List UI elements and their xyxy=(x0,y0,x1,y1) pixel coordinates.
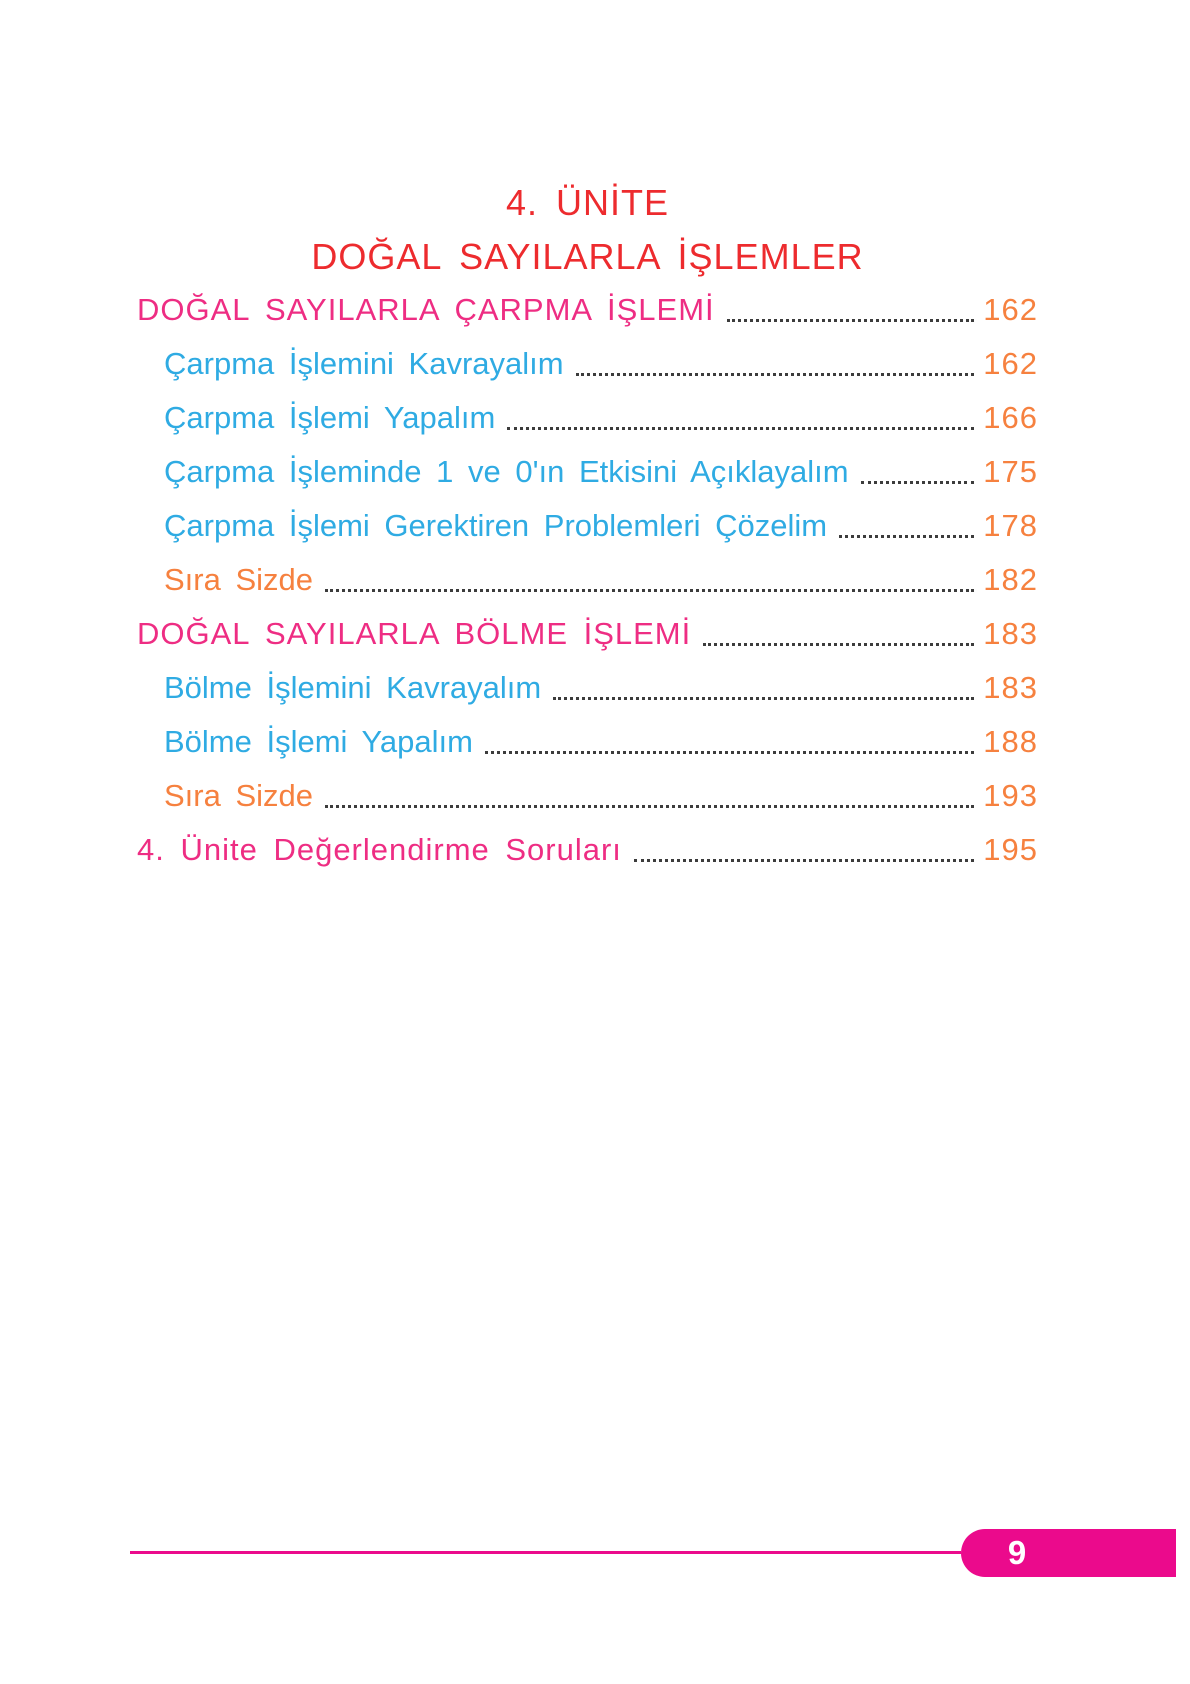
toc-entry: Bölme İşlemini Kavrayalım 183 xyxy=(137,661,1038,715)
dotted-leader xyxy=(575,373,974,376)
dotted-leader xyxy=(507,427,974,430)
toc-entry-page: 162 xyxy=(983,346,1038,381)
toc-entry-label: Sıra Sizde xyxy=(164,778,314,813)
toc-entry: DOĞAL SAYILARLA BÖLME İŞLEMİ 183 xyxy=(137,607,1038,661)
toc-entry: Sıra Sizde 193 xyxy=(137,769,1038,823)
dotted-leader xyxy=(633,859,974,862)
dotted-leader xyxy=(860,481,974,484)
unit-header: 4. ÜNİTE DOĞAL SAYILARLA İŞLEMLER xyxy=(135,176,1040,284)
toc-entry: Sıra Sizde 182 xyxy=(137,553,1038,607)
dotted-leader xyxy=(325,589,974,592)
toc-entry-label: Sıra Sizde xyxy=(164,562,314,597)
footer-rule xyxy=(130,1551,961,1554)
toc-entry-page: 183 xyxy=(983,616,1038,651)
toc-entry-label: 4. Ünite Değerlendirme Soruları xyxy=(137,832,622,867)
toc-list: DOĞAL SAYILARLA ÇARPMA İŞLEMİ 162 Çarpma… xyxy=(137,283,1038,877)
toc-entry: Çarpma İşlemi Gerektiren Problemleri Çöz… xyxy=(137,499,1038,553)
toc-entry-page: 182 xyxy=(983,562,1038,597)
toc-entry: 4. Ünite Değerlendirme Soruları 195 xyxy=(137,823,1038,877)
toc-entry-label: Çarpma İşlemini Kavrayalım xyxy=(164,346,564,381)
toc-entry-page: 193 xyxy=(983,778,1038,813)
dotted-leader xyxy=(839,535,974,538)
page-number: 9 xyxy=(1007,1534,1027,1571)
toc-entry: Çarpma İşlemi Yapalım 166 xyxy=(137,391,1038,445)
toc-entry-page: 178 xyxy=(983,508,1038,543)
toc-entry-page: 166 xyxy=(983,400,1038,435)
toc-entry-label: Çarpma İşlemi Yapalım xyxy=(164,400,496,435)
toc-entry-label: DOĞAL SAYILARLA BÖLME İŞLEMİ xyxy=(137,616,692,651)
page-number-badge: 9 xyxy=(961,1529,1176,1577)
toc-entry-page: 183 xyxy=(983,670,1038,705)
dotted-leader xyxy=(703,643,974,646)
toc-entry-page: 188 xyxy=(983,724,1038,759)
unit-subtitle: DOĞAL SAYILARLA İŞLEMLER xyxy=(311,236,864,277)
toc-entry-page: 175 xyxy=(983,454,1038,489)
unit-title: 4. ÜNİTE xyxy=(505,182,670,223)
toc-entry-label: Çarpma İşlemi Gerektiren Problemleri Çöz… xyxy=(164,508,828,543)
dotted-leader xyxy=(325,805,974,808)
toc-entry-label: Bölme İşlemini Kavrayalım xyxy=(164,670,542,705)
dotted-leader xyxy=(726,319,974,322)
toc-entry-page: 162 xyxy=(983,292,1038,327)
toc-entry-label: DOĞAL SAYILARLA ÇARPMA İŞLEMİ xyxy=(137,292,715,327)
toc-entry: Çarpma İşleminde 1 ve 0'ın Etkisini Açık… xyxy=(137,445,1038,499)
toc-entry-label: Çarpma İşleminde 1 ve 0'ın Etkisini Açık… xyxy=(164,454,849,489)
dotted-leader xyxy=(553,697,974,700)
toc-entry: Çarpma İşlemini Kavrayalım 162 xyxy=(137,337,1038,391)
dotted-leader xyxy=(484,751,974,754)
toc-entry-page: 195 xyxy=(983,832,1038,867)
toc-entry: DOĞAL SAYILARLA ÇARPMA İŞLEMİ 162 xyxy=(137,283,1038,337)
toc-entry: Bölme İşlemi Yapalım 188 xyxy=(137,715,1038,769)
toc-entry-label: Bölme İşlemi Yapalım xyxy=(164,724,473,759)
